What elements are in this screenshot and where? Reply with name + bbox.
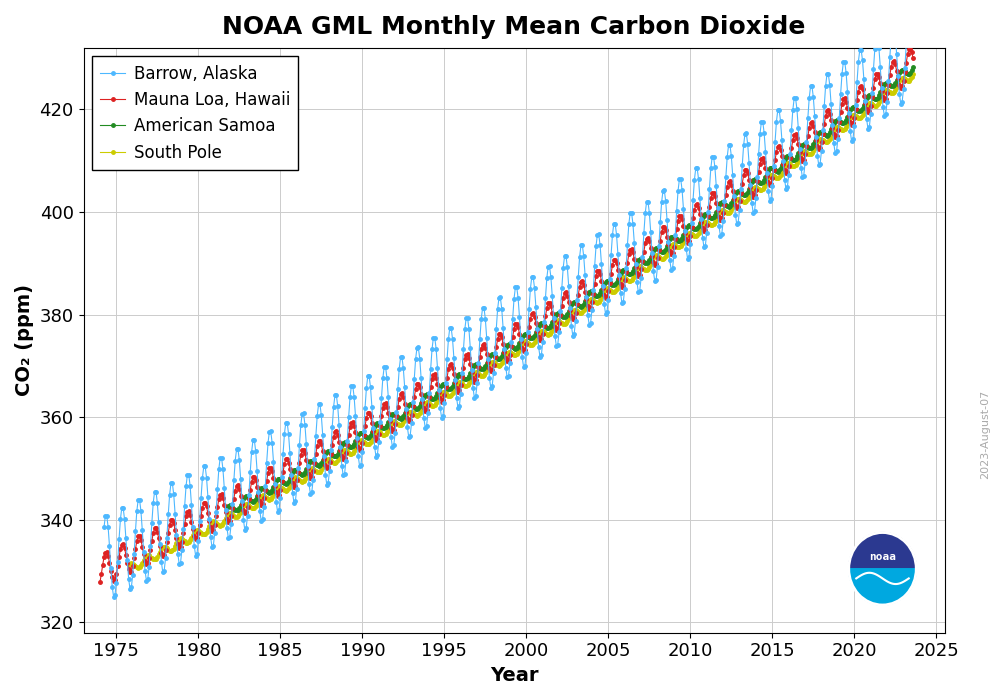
Polygon shape [849, 568, 916, 605]
X-axis label: Year: Year [490, 666, 538, 685]
Barrow, Alaska [108, 592, 120, 601]
American Samoa [471, 360, 483, 369]
Barrow, Alaska [904, 8, 916, 16]
Legend: Barrow, Alaska, Mauna Loa, Hawaii, American Samoa, South Pole: Barrow, Alaska, Mauna Loa, Hawaii, Ameri… [92, 56, 298, 170]
Mauna Loa, Hawaii [907, 54, 919, 62]
South Pole [668, 240, 680, 248]
Mauna Loa, Hawaii [660, 226, 672, 234]
Mauna Loa, Hawaii [904, 44, 916, 52]
Mauna Loa, Hawaii [336, 452, 348, 460]
Barrow, Alaska [98, 523, 110, 531]
American Samoa [231, 506, 243, 514]
South Pole [703, 220, 715, 228]
Mauna Loa, Hawaii [307, 467, 319, 475]
Barrow, Alaska [613, 271, 625, 279]
Barrow, Alaska [218, 484, 230, 492]
South Pole [907, 70, 919, 78]
Barrow, Alaska [907, 38, 919, 46]
Text: 2023-August-07: 2023-August-07 [980, 389, 990, 479]
Barrow, Alaska [541, 274, 553, 282]
South Pole [132, 564, 144, 572]
South Pole [280, 486, 292, 495]
Polygon shape [849, 533, 916, 568]
Mauna Loa, Hawaii [94, 578, 106, 587]
Title: NOAA GML Monthly Mean Carbon Dioxide: NOAA GML Monthly Mean Carbon Dioxide [222, 15, 806, 39]
Barrow, Alaska [582, 311, 594, 319]
American Samoa [221, 503, 233, 512]
Line: Mauna Loa, Hawaii: Mauna Loa, Hawaii [98, 47, 915, 584]
American Samoa [907, 63, 919, 71]
Barrow, Alaska [641, 197, 653, 206]
Barrow, Alaska [783, 170, 795, 178]
American Samoa [329, 452, 341, 461]
Mauna Loa, Hawaii [295, 451, 307, 459]
South Pole [552, 316, 564, 325]
South Pole [123, 561, 135, 570]
South Pole [820, 138, 832, 146]
American Samoa [358, 430, 370, 439]
South Pole [184, 536, 196, 545]
American Samoa [728, 193, 740, 201]
American Samoa [343, 441, 355, 449]
American Samoa [488, 351, 500, 359]
Line: South Pole: South Pole [127, 73, 915, 569]
Text: noaa: noaa [869, 552, 896, 561]
Mauna Loa, Hawaii [396, 389, 408, 398]
Mauna Loa, Hawaii [339, 454, 351, 462]
Line: Barrow, Alaska: Barrow, Alaska [102, 10, 915, 598]
Y-axis label: CO₂ (ppm): CO₂ (ppm) [15, 284, 34, 396]
Line: American Samoa: American Samoa [225, 66, 915, 512]
